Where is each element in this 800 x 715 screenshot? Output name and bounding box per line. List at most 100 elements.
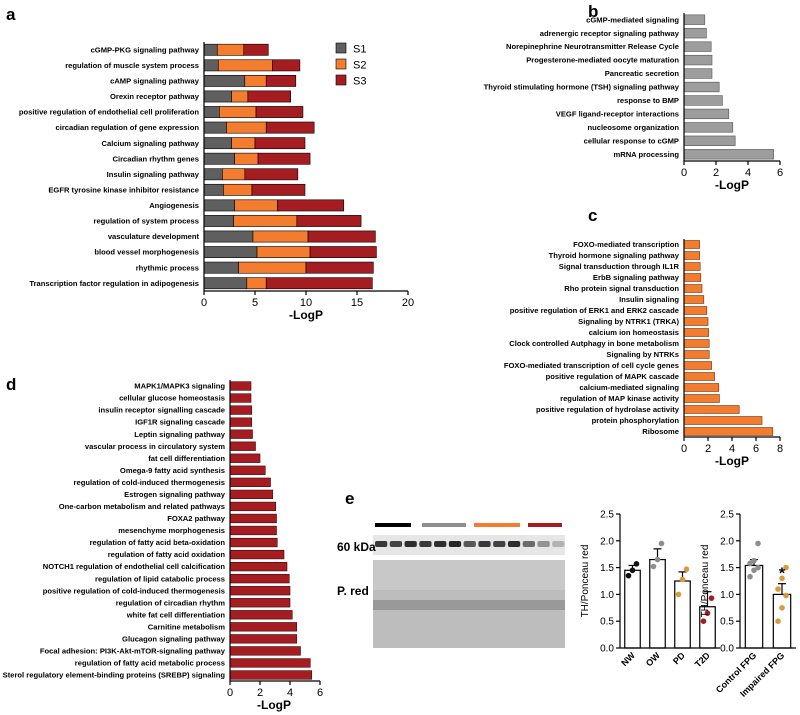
bar-s1 <box>203 59 219 72</box>
bar <box>229 465 266 475</box>
y-tick-label: 2.0 <box>720 536 734 547</box>
bar <box>683 416 763 425</box>
blot-band <box>478 541 491 547</box>
data-point <box>704 610 711 616</box>
bar <box>229 453 261 463</box>
data-point <box>779 575 785 582</box>
bar-s2 <box>234 152 259 165</box>
bar-s1 <box>203 75 246 87</box>
category-label: insulin receptor signalling cascade <box>98 406 225 415</box>
category-label: regulation of fatty acid oxidation <box>108 550 226 559</box>
bar-s1 <box>203 215 234 227</box>
category-label: Transcription factor regulation in adipo… <box>29 279 199 288</box>
bar <box>229 393 252 403</box>
bar <box>229 586 291 596</box>
legend-label: S1 <box>353 44 366 56</box>
bar <box>683 240 700 249</box>
band-label: 60 kDa <box>337 540 376 554</box>
y-tick-label: 2.0 <box>600 536 614 547</box>
bar <box>683 54 713 66</box>
category-label: rhythmic process <box>136 263 199 272</box>
category-label: response to BMP <box>617 96 679 105</box>
category-label: blood vessel morphogenesis <box>94 248 199 257</box>
bar-s2 <box>252 230 309 243</box>
bar <box>683 262 701 271</box>
category-label: nucleosome organization <box>587 123 679 132</box>
bar <box>683 14 706 25</box>
bar-s2 <box>234 199 278 212</box>
category-label: regulation of fatty acid beta-oxidation <box>90 538 226 547</box>
bar <box>683 383 720 392</box>
panel-label-d: d <box>6 375 16 394</box>
category-label: Calcium signaling pathway <box>102 139 200 148</box>
bar <box>683 81 720 93</box>
bar-s1 <box>203 90 232 103</box>
bar <box>683 251 700 260</box>
blot-band <box>448 541 462 547</box>
bar <box>683 405 740 414</box>
data-point <box>658 540 665 547</box>
x-tick-label: 6 <box>753 443 759 455</box>
bar-s3 <box>307 230 376 243</box>
category-label: Glucagon signaling pathway <box>122 634 226 643</box>
category-label: EGFR tyrosine kinase inhibitor resistanc… <box>48 185 199 194</box>
category-label: Sterol regulatory element-binding protei… <box>3 671 226 680</box>
data-point <box>751 567 757 574</box>
category-label: regulation of lipid catabolic process <box>95 574 225 583</box>
x-tick-label: 8 <box>777 443 783 455</box>
bar <box>683 394 720 403</box>
bar-s2 <box>219 106 257 118</box>
bar <box>683 273 702 282</box>
bar <box>229 670 313 680</box>
group-bar-ow <box>422 523 466 527</box>
data-point <box>755 540 761 547</box>
data-point <box>783 564 789 571</box>
bar <box>229 381 252 391</box>
bar <box>229 598 291 608</box>
bar <box>229 574 290 584</box>
ponceau-shade <box>373 560 565 590</box>
bar-s3 <box>265 75 297 87</box>
chart-c: FOXO-mediated transcription Thyroid hormo… <box>504 239 783 468</box>
category-label: Thyroid hormone signaling pathway <box>549 251 680 260</box>
bar <box>229 537 278 548</box>
category-label: fat cell differentiation <box>148 454 225 463</box>
category-label: positive regulation of ERK1 and ERK2 cas… <box>510 306 679 315</box>
category-label: Ribosome <box>642 427 679 436</box>
chart-a: cGMP-PKG signaling pathway regulation of … <box>19 42 414 322</box>
data-point <box>775 618 781 624</box>
bar-s2 <box>223 183 253 196</box>
data-point <box>654 556 661 563</box>
category-label: positive regulation of cold-induced ther… <box>43 586 225 595</box>
category-label: MAPK1/MAPK3 signaling <box>134 382 225 391</box>
bar <box>649 558 666 649</box>
y-tick-label: 1.5 <box>720 563 734 574</box>
panel-label-c: c <box>588 206 597 225</box>
legend-swatch-s2 <box>335 58 347 70</box>
category-label: Progesterone-mediated oocyte maturation <box>526 56 679 65</box>
bar <box>683 306 708 315</box>
bar <box>683 122 734 133</box>
category-label: Clock controlled Autphagy in bone metabo… <box>509 339 679 348</box>
bar <box>229 634 298 644</box>
x-tick-label: 4 <box>729 443 735 455</box>
bar-s2 <box>256 246 311 258</box>
bar-s2 <box>231 137 256 150</box>
category-label: vasculature development <box>108 232 200 241</box>
bar <box>683 108 730 120</box>
blot-band <box>434 541 447 547</box>
bar-s2 <box>217 59 273 72</box>
blot-band <box>375 541 388 547</box>
category-label: Carnitine metabolism <box>148 622 225 631</box>
data-point <box>779 605 785 611</box>
category-label: white fat cell differentiation <box>126 610 226 619</box>
bar <box>229 513 277 524</box>
bar <box>229 489 274 500</box>
bar <box>683 427 774 436</box>
bar-s3 <box>309 246 377 258</box>
bar <box>683 328 709 337</box>
y-tick-label: 0.0 <box>600 644 614 655</box>
bar <box>683 28 707 39</box>
